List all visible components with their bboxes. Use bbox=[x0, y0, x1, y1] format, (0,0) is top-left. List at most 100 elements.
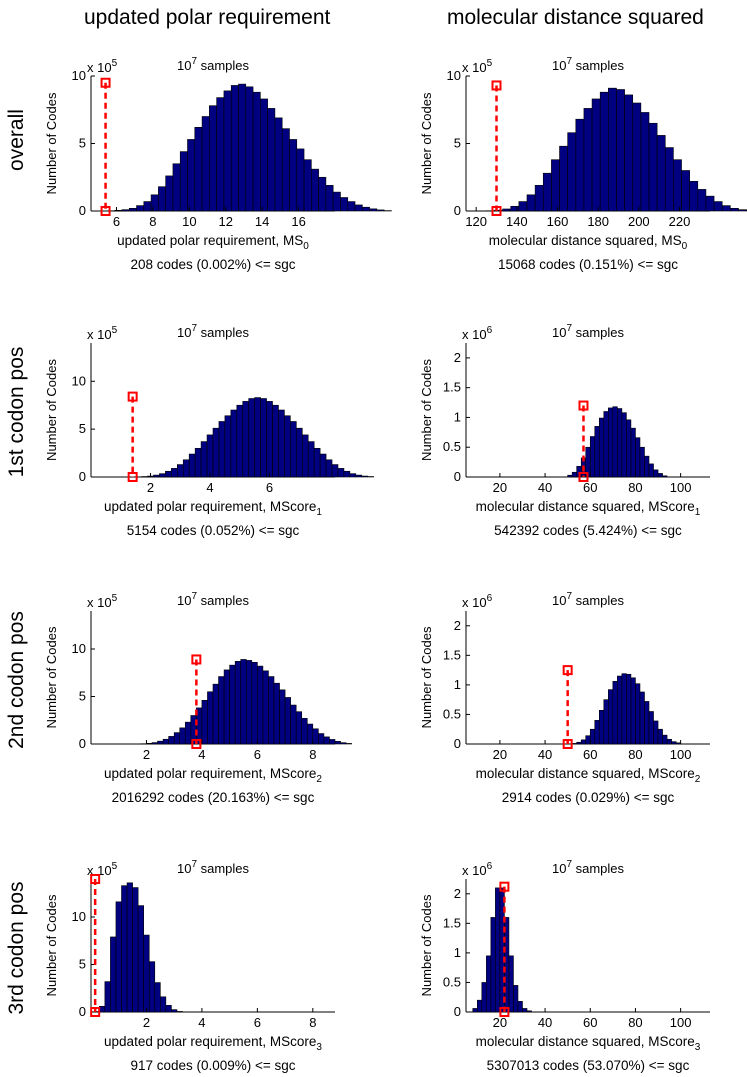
y-tick-label: 2 bbox=[454, 886, 461, 901]
histogram-bar bbox=[325, 185, 334, 212]
histogram-bar bbox=[644, 701, 650, 745]
x-tick-label: 40 bbox=[538, 1015, 552, 1030]
histogram-bar bbox=[626, 673, 632, 745]
y-tick-label: 2 bbox=[454, 350, 461, 365]
histogram-bar bbox=[168, 736, 175, 745]
histogram-bar bbox=[218, 676, 225, 745]
x-tick-label: 2 bbox=[143, 1015, 150, 1030]
x-tick-label: 12 bbox=[219, 214, 233, 229]
histogram-bar bbox=[345, 743, 352, 745]
row-title-2nd-codon: 2nd codon pos bbox=[5, 611, 28, 749]
histogram-bar bbox=[162, 738, 169, 745]
histogram-bar bbox=[730, 208, 739, 212]
histogram-bar bbox=[278, 409, 285, 478]
histogram-bar bbox=[146, 743, 153, 745]
x-tick-label: 4 bbox=[206, 480, 213, 495]
histogram-bar bbox=[635, 683, 641, 745]
histogram-bar bbox=[343, 470, 351, 478]
histogram-bar bbox=[594, 426, 600, 478]
histogram-bar bbox=[476, 999, 483, 1013]
histogram-bar bbox=[268, 676, 275, 745]
histogram-bar bbox=[713, 201, 723, 212]
histogram-panel-2nd-distance: 20 40 60 80 100 0 0.5 1 1.5 2x 106 107 samples Numb… bbox=[419, 591, 710, 805]
histogram-bar bbox=[617, 408, 623, 478]
summary-text: 5154 codes (0.052%) <= sgc bbox=[127, 523, 300, 538]
summary-text: 208 codes (0.002%) <= sgc bbox=[130, 257, 295, 272]
histogram-bar bbox=[240, 659, 247, 745]
histogram-bar bbox=[630, 427, 636, 478]
x-tick-label: 14 bbox=[255, 214, 269, 229]
histogram-bar bbox=[666, 738, 672, 745]
histogram-bar bbox=[209, 105, 217, 212]
histogram-bar bbox=[662, 734, 668, 745]
x-axis-label: updated polar requirement, MScore3 bbox=[104, 1034, 322, 1053]
x-tick-label: 4 bbox=[198, 1015, 205, 1030]
sgc-marker-top bbox=[90, 874, 101, 884]
y-tick-label: 1 bbox=[454, 945, 461, 960]
histogram-bar bbox=[526, 194, 536, 212]
x-tick-label: 140 bbox=[506, 214, 528, 229]
row-title-3rd-codon: 3rd codon pos bbox=[5, 881, 28, 1015]
sgc-marker-top bbox=[491, 80, 502, 91]
histogram-bar bbox=[267, 108, 276, 212]
histogram-bar bbox=[290, 704, 297, 745]
histogram-bar bbox=[273, 682, 280, 745]
sgc-marker-bottom bbox=[491, 206, 502, 216]
histogram-bar bbox=[281, 128, 290, 212]
x-axis-label: updated polar requirement, MScore1 bbox=[104, 499, 322, 518]
histogram-bar bbox=[313, 447, 321, 478]
histogram-bar bbox=[639, 691, 645, 745]
histogram-bar bbox=[179, 151, 188, 212]
sgc-marker-top bbox=[191, 654, 202, 665]
y-tick-label: 0 bbox=[454, 736, 461, 751]
histogram-bar bbox=[583, 108, 593, 212]
x-tick-label: 100 bbox=[670, 480, 692, 495]
y-scale-factor: x 105 bbox=[87, 325, 118, 342]
y-axis-label: Number of Codes bbox=[44, 92, 59, 194]
histogram-bar bbox=[165, 175, 174, 212]
histogram-bar bbox=[567, 474, 573, 478]
histogram-bar bbox=[223, 669, 230, 745]
histogram-bar bbox=[589, 728, 596, 745]
y-tick-label: 1 bbox=[454, 409, 461, 424]
histogram-bar bbox=[251, 661, 258, 745]
histogram-panel-2nd-polar: 2 4 6 8 0 5 10 x 105 107 samples Number of Codes u… bbox=[44, 591, 352, 805]
sgc-marker-bottom bbox=[191, 739, 202, 749]
histogram-bar bbox=[626, 419, 632, 478]
histogram-bar bbox=[212, 683, 219, 745]
x-tick-label: 20 bbox=[493, 747, 507, 762]
x-tick-label: 6 bbox=[254, 1015, 261, 1030]
histogram-bar bbox=[137, 905, 144, 1013]
histogram-bar bbox=[121, 209, 130, 212]
x-axis-label: molecular distance squared, MScore1 bbox=[476, 499, 701, 518]
histogram-bar bbox=[598, 710, 605, 745]
histogram-bar bbox=[306, 723, 314, 745]
histogram-bar bbox=[542, 172, 552, 212]
summary-text: 2016292 codes (20.163%) <= sgc bbox=[112, 790, 315, 805]
histogram-bar bbox=[639, 446, 645, 478]
x-tick-label: 80 bbox=[628, 1015, 642, 1030]
histogram-bar bbox=[671, 741, 677, 745]
histogram-bar bbox=[279, 689, 286, 745]
histogram-bar bbox=[354, 204, 363, 212]
chart-title: 107 samples bbox=[552, 56, 625, 73]
row-title-1st-codon: 1st codon pos bbox=[5, 346, 28, 478]
histogram-bar bbox=[608, 87, 617, 212]
histogram-bar bbox=[486, 955, 492, 1013]
histogram-bar bbox=[559, 145, 568, 212]
histogram-bar bbox=[104, 981, 111, 1013]
histogram-bar bbox=[194, 447, 202, 478]
histogram-bar bbox=[312, 728, 319, 745]
histogram-bar bbox=[252, 91, 261, 212]
histogram-bar bbox=[143, 934, 150, 1013]
histogram-bar bbox=[245, 660, 253, 745]
histogram-bar bbox=[296, 148, 305, 212]
histogram-bar bbox=[151, 742, 158, 745]
histogram-bar bbox=[347, 201, 356, 212]
sgc-marker-bottom bbox=[578, 472, 589, 482]
histogram-bar bbox=[513, 985, 519, 1013]
y-tick-label: 0.5 bbox=[443, 706, 461, 721]
summary-text: 5307013 codes (53.070%) <= sgc bbox=[487, 1058, 690, 1073]
y-tick-label: 10 bbox=[72, 909, 86, 924]
